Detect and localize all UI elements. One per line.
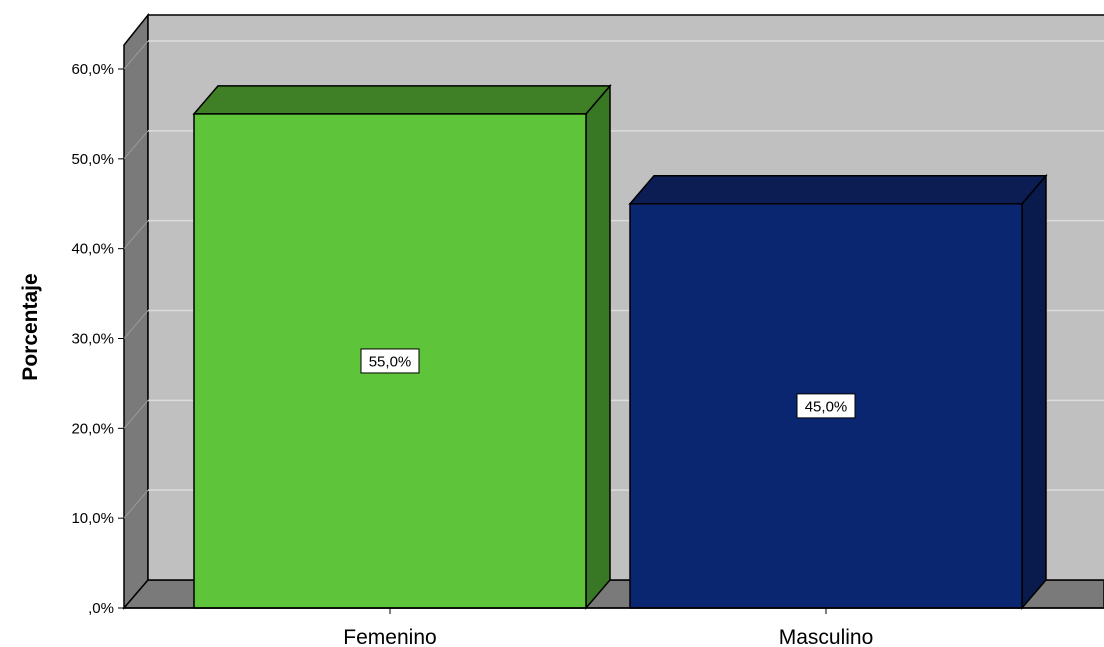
bar-side [585, 83, 611, 611]
data-label-text: 45,0% [805, 398, 848, 415]
bar-masculino [628, 173, 1048, 611]
y-tick-label: 50,0% [71, 151, 114, 168]
y-tick-label: 20,0% [71, 420, 114, 437]
data-label-text: 55,0% [369, 353, 412, 370]
y-tick-label: 60,0% [71, 61, 114, 78]
y-axis-ticks: ,0% 10,0% 20,0% 30,0% 40,0% 50,0% 60,0% [71, 61, 124, 617]
wall-gridline [123, 130, 149, 160]
y-tick-label: 10,0% [71, 510, 114, 527]
x-axis-categories: Femenino Masculino [124, 607, 1104, 647]
left-wall [123, 12, 149, 611]
wall-gridline [123, 400, 149, 429]
wall-gridline [123, 220, 149, 249]
bar-femenino [192, 83, 612, 611]
x-category-label: Femenino [343, 626, 436, 647]
wall-gridline [123, 489, 149, 519]
data-label: 55,0% [360, 348, 420, 374]
data-labels: 55,0% 45,0% [360, 348, 856, 419]
bar-side [1021, 173, 1047, 611]
data-label-box [360, 348, 420, 374]
wall-gridline [123, 40, 149, 70]
bar-top [628, 175, 1048, 205]
bar-top [192, 85, 612, 115]
data-label: 45,0% [796, 393, 856, 419]
x-category-label: Masculino [779, 626, 874, 647]
y-tick-label: 30,0% [71, 331, 114, 348]
data-label-box [796, 393, 856, 419]
wall-gridline [123, 310, 149, 339]
y-tick-label: 40,0% [71, 241, 114, 258]
y-tick-label: ,0% [88, 600, 114, 617]
y-axis-title: Porcentaje [19, 273, 42, 380]
